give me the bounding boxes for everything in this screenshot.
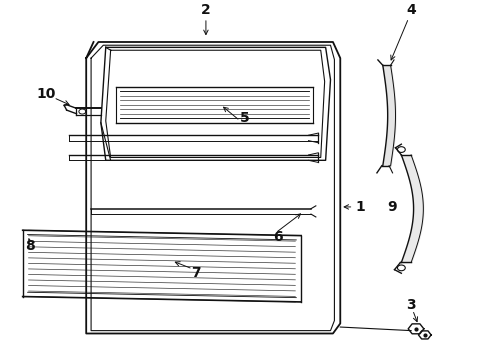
Text: 3: 3 bbox=[406, 298, 416, 312]
Text: 1: 1 bbox=[355, 200, 365, 214]
Text: 7: 7 bbox=[191, 266, 201, 279]
Text: 5: 5 bbox=[240, 111, 250, 125]
Text: 10: 10 bbox=[36, 87, 55, 101]
Text: 2: 2 bbox=[201, 3, 211, 17]
Text: 8: 8 bbox=[25, 239, 35, 253]
Text: 9: 9 bbox=[387, 200, 396, 214]
Text: 6: 6 bbox=[273, 230, 283, 244]
Text: 4: 4 bbox=[406, 3, 416, 17]
